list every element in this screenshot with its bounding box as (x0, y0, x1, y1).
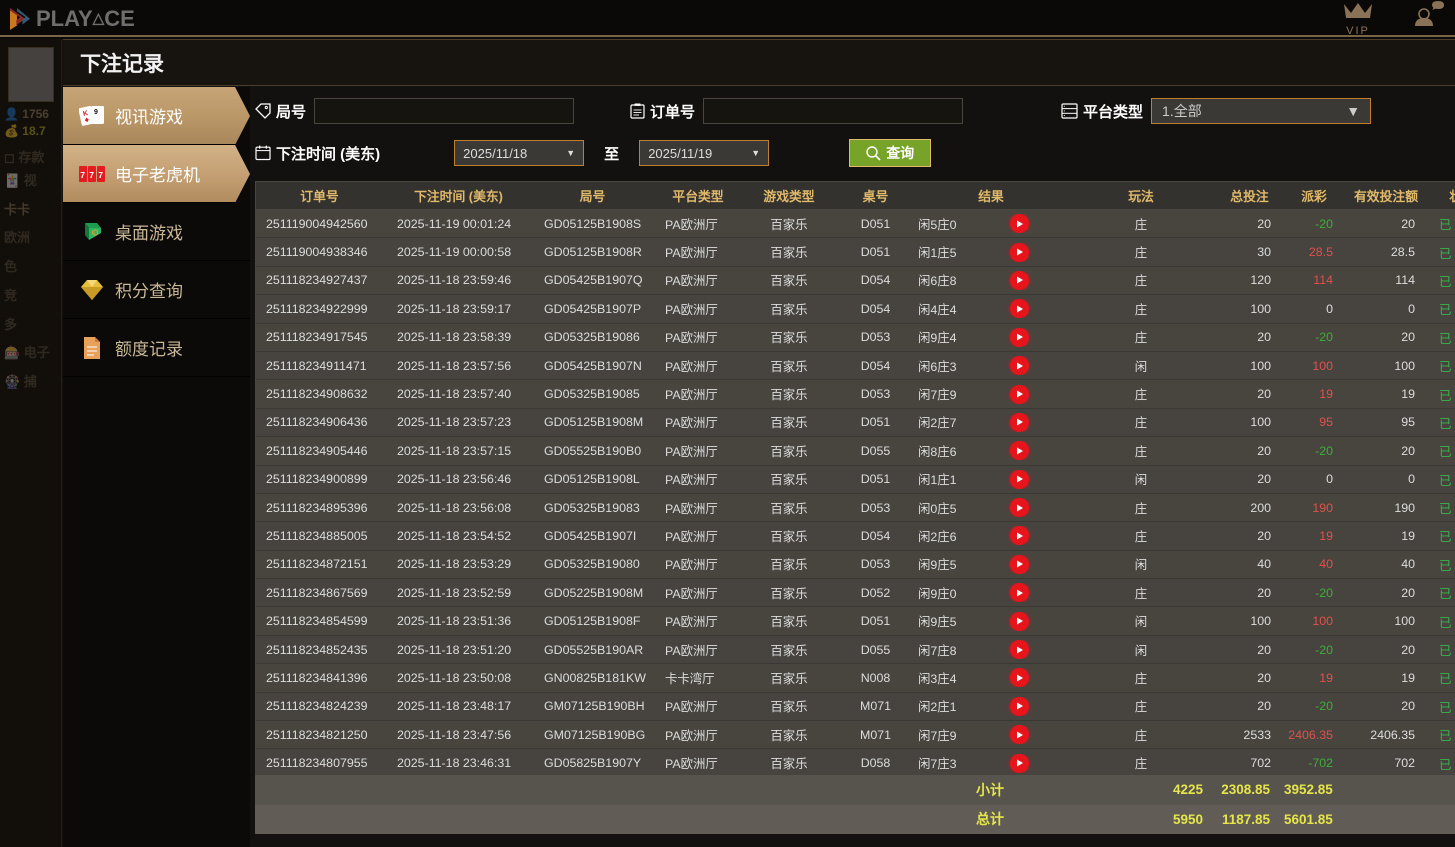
svg-text:7: 7 (89, 170, 94, 180)
svg-text:7: 7 (80, 170, 85, 180)
svg-text:9: 9 (94, 109, 98, 116)
svg-text:7: 7 (98, 170, 103, 180)
svg-text:5: 5 (93, 230, 95, 234)
